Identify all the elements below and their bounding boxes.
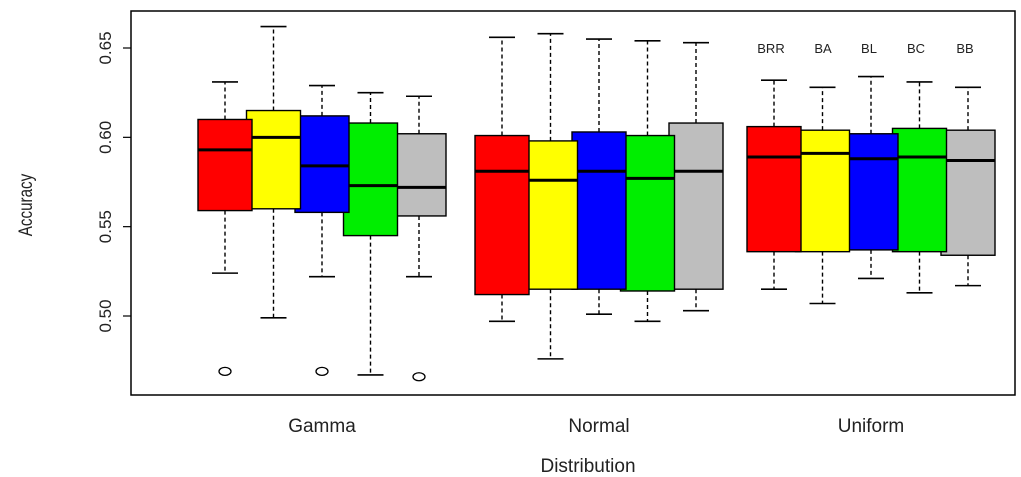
box-normal-ba [522, 32, 579, 360]
box-iqr [522, 140, 579, 290]
y-tick-label: 0.65 [96, 31, 115, 64]
box-iqr [940, 129, 996, 256]
y-tick-label: 0.55 [96, 210, 115, 243]
box-iqr [668, 122, 724, 290]
outlier-point [218, 366, 232, 377]
legend-label: BC [907, 41, 925, 56]
category-label: Normal [568, 416, 629, 437]
box-normal-brr [474, 36, 530, 323]
box-iqr [571, 131, 627, 290]
box-uniform-bc [891, 81, 948, 294]
box-gamma-bc [342, 91, 399, 376]
category-label: Uniform [838, 416, 905, 437]
outlier-point [315, 366, 329, 377]
y-axis-title: Accuracy [14, 173, 36, 236]
outlier-point [412, 372, 426, 382]
box-marks [197, 25, 996, 382]
box-iqr [294, 115, 350, 214]
legend-label: BB [956, 41, 973, 56]
legend-label: BA [814, 41, 832, 56]
box-uniform-ba [794, 86, 851, 305]
box-iqr [794, 129, 851, 253]
x-axis: Gamma Normal Uniform [288, 416, 904, 437]
box-gamma-bl [294, 84, 350, 377]
plot-frame [130, 10, 1016, 396]
box-iqr [619, 134, 676, 292]
box-iqr [197, 118, 253, 212]
y-axis: 0.50 0.55 0.60 0.65 [96, 31, 131, 333]
box-iqr [391, 133, 447, 217]
y-tick-label: 0.60 [96, 121, 115, 154]
legend-label: BL [861, 41, 877, 56]
box-gamma-brr [197, 81, 253, 377]
category-label: Gamma [288, 416, 356, 437]
box-uniform-brr [746, 79, 802, 291]
box-gamma-ba [245, 25, 302, 319]
x-axis-title: Distribution [540, 456, 635, 477]
box-iqr [342, 122, 399, 237]
box-iqr [891, 127, 948, 253]
y-tick-label: 0.50 [96, 299, 115, 332]
legend-label: BRR [757, 41, 784, 56]
box-iqr [245, 109, 302, 210]
box-gamma-bb [391, 95, 447, 382]
box-iqr [474, 134, 530, 296]
box-normal-bc [619, 40, 676, 323]
box-iqr [843, 133, 899, 251]
box-normal-bl [571, 38, 627, 316]
box-normal-bb [668, 41, 724, 312]
legend: BRR BA BL BC BB [757, 41, 973, 56]
box-iqr [746, 125, 802, 253]
